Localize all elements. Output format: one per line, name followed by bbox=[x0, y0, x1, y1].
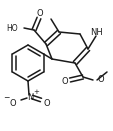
Text: O: O bbox=[43, 100, 50, 108]
Text: −: − bbox=[3, 94, 9, 102]
Text: NH: NH bbox=[89, 28, 102, 37]
Text: O: O bbox=[61, 78, 68, 86]
Text: O: O bbox=[97, 75, 104, 84]
Text: O: O bbox=[10, 100, 16, 108]
Text: +: + bbox=[33, 89, 39, 95]
Text: HO: HO bbox=[6, 23, 18, 32]
Text: O: O bbox=[36, 9, 43, 18]
Text: N: N bbox=[27, 92, 33, 102]
